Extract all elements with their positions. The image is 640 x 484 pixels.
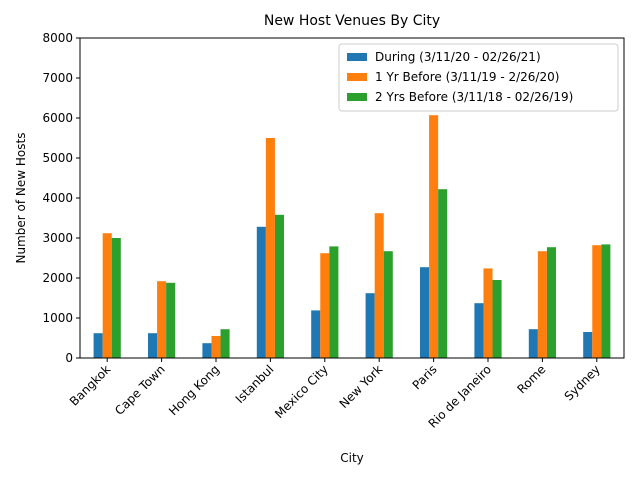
x-tick-label: Bangkok <box>67 362 113 408</box>
bar-series-3-mexico-city <box>329 246 339 358</box>
bar-series-3-rio-de-janeiro <box>492 280 502 358</box>
bar-series-3-istanbul <box>274 214 284 358</box>
bar-series-3-paris <box>438 189 448 358</box>
bar-series-2-new-york <box>374 213 384 358</box>
bar-series-3-new-york <box>383 251 393 358</box>
bar-series-2-istanbul <box>265 138 275 358</box>
bar-series-2-rio-de-janeiro <box>483 268 493 358</box>
bar-series-2-cape-town <box>157 281 167 358</box>
bar-series-3-hong-kong <box>220 329 230 358</box>
x-tick-label: Cape Town <box>112 362 168 418</box>
bar-series-3-cape-town <box>166 282 176 358</box>
y-tick-label: 0 <box>65 351 73 365</box>
bar-series-3-bangkok <box>111 238 121 358</box>
y-tick-label: 4000 <box>42 191 73 205</box>
bar-series-2-rome <box>537 251 547 358</box>
x-tick-label: Hong Kong <box>166 362 222 418</box>
bar-series-1-sydney <box>583 332 593 358</box>
bar-series-3-rome <box>546 247 556 358</box>
y-tick-label: 2000 <box>42 271 73 285</box>
legend-label: 2 Yrs Before (3/11/18 - 02/26/19) <box>375 90 573 104</box>
y-tick-label: 7000 <box>42 71 73 85</box>
bar-series-3-sydney <box>601 244 611 358</box>
legend-label: During (3/11/20 - 02/26/21) <box>375 50 541 64</box>
bar-series-2-sydney <box>592 245 602 358</box>
x-axis-label: City <box>340 451 364 465</box>
y-tick-label: 3000 <box>42 231 73 245</box>
bar-series-1-istanbul <box>256 226 266 358</box>
bar-series-2-mexico-city <box>320 253 330 358</box>
x-tick-label: Mexico City <box>272 362 331 421</box>
legend: During (3/11/20 - 02/26/21) 1 Yr Before (… <box>338 43 619 112</box>
chart-title: New Host Venues By City <box>264 13 440 29</box>
legend-swatch <box>347 53 367 61</box>
bar-series-1-rome <box>528 329 538 358</box>
bar-series-2-hong-kong <box>211 336 221 358</box>
bar-series-1-new-york <box>365 293 375 358</box>
x-tick-label: Rome <box>514 362 548 396</box>
x-tick-label: New York <box>337 362 386 411</box>
bar-series-1-cape-town <box>148 333 158 358</box>
y-tick-label: 8000 <box>42 31 73 45</box>
y-tick-label: 1000 <box>42 311 73 325</box>
x-tick-label: Paris <box>410 362 440 392</box>
bar-series-2-bangkok <box>102 233 112 358</box>
x-tick-label: Sydney <box>562 362 603 403</box>
y-axis: 0 1000 2000 3000 4000 5000 6000 7000 8000 <box>42 31 80 365</box>
legend-frame <box>338 43 619 112</box>
bar-series-1-rio-de-janeiro <box>474 303 484 358</box>
bar-series-1-hong-kong <box>202 343 212 358</box>
legend-swatch <box>347 73 367 81</box>
y-tick-label: 5000 <box>42 151 73 165</box>
bar-series-1-paris <box>420 267 430 358</box>
legend-label: 1 Yr Before (3/11/19 - 2/26/20) <box>375 70 559 84</box>
bar-series-1-mexico-city <box>311 310 321 358</box>
x-tick-label: Istanbul <box>233 362 277 406</box>
legend-swatch <box>347 93 367 101</box>
bars-group <box>93 115 611 358</box>
y-tick-label: 6000 <box>42 111 73 125</box>
bar-series-2-paris <box>429 115 439 358</box>
bar-series-1-bangkok <box>93 333 103 358</box>
y-axis-label: Number of New Hosts <box>14 133 28 264</box>
